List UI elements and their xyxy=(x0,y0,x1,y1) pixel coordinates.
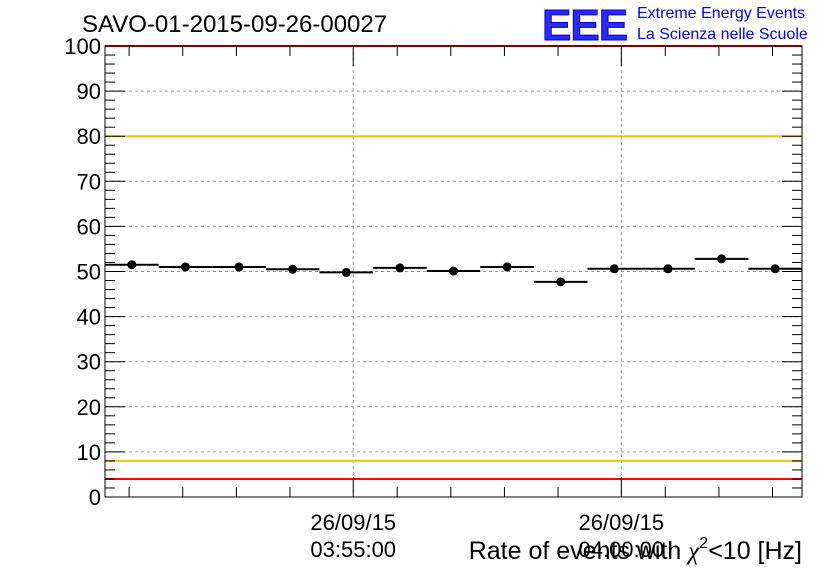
data-point-3 xyxy=(288,264,298,274)
y-tick-label-20: 20 xyxy=(77,395,101,420)
y-tick-label-90: 90 xyxy=(77,79,101,104)
y-tick-label-70: 70 xyxy=(77,169,101,194)
x-axis-label: Rate of events with χ2<10 [Hz] xyxy=(469,535,802,565)
y-tick-label-60: 60 xyxy=(77,214,101,239)
data-point-1 xyxy=(180,262,190,272)
eee-logo-mark: EEE xyxy=(542,1,627,50)
logo-line-1: Extreme Energy Events xyxy=(637,5,805,22)
eee-logo: EEE Extreme Energy Events La Scienza nel… xyxy=(542,1,808,51)
data-point-10 xyxy=(663,264,673,274)
data-point-11 xyxy=(717,254,727,264)
y-tick-label-0: 0 xyxy=(89,485,101,510)
data-point-6 xyxy=(449,266,458,276)
x-axis-label-chi: χ xyxy=(686,538,700,565)
y-tick-label-30: 30 xyxy=(77,350,101,375)
y-tick-label-100: 100 xyxy=(64,34,101,59)
y-axis-ticks: 0 10 20 30 40 50 60 70 80 90 100 xyxy=(64,34,802,510)
data-point-12 xyxy=(770,264,780,274)
data-point-7 xyxy=(502,262,512,272)
data-point-5 xyxy=(395,263,405,273)
reference-lines xyxy=(105,45,802,480)
x-tick-time-1: 04:00:00 xyxy=(578,537,664,562)
x-tick-date-1: 26/09/15 xyxy=(578,510,664,535)
data-point-4 xyxy=(341,267,351,277)
y-tick-label-50: 50 xyxy=(77,260,101,285)
logo-line-2: La Scienza nelle Scuole xyxy=(637,26,808,43)
data-point-8 xyxy=(556,277,566,287)
data-point-0 xyxy=(127,260,137,270)
y-tick-label-40: 40 xyxy=(77,305,101,330)
x-tick-time-0: 03:55:00 xyxy=(310,537,396,562)
data-points xyxy=(105,254,802,287)
y-tick-label-80: 80 xyxy=(77,124,101,149)
x-tick-date-0: 26/09/15 xyxy=(310,510,396,535)
y-tick-label-10: 10 xyxy=(77,440,101,465)
x-axis-label-suffix: <10 [Hz] xyxy=(708,537,802,565)
data-point-9 xyxy=(609,264,619,274)
x-axis-label-superscript: 2 xyxy=(699,535,708,552)
data-point-2 xyxy=(234,262,244,272)
chart-title: SAVO-01-2015-09-26-00027 xyxy=(82,11,387,38)
x-axis-label-prefix: Rate of events with xyxy=(469,537,689,565)
